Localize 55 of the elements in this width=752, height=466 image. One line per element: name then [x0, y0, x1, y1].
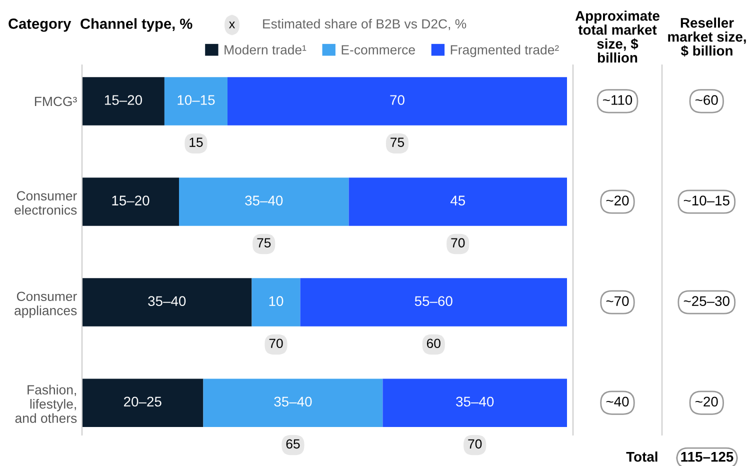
data-label: 10 — [269, 296, 284, 306]
legend-label: E-commerce — [342, 45, 415, 54]
annotation: 75 — [390, 138, 404, 147]
data-label: 20–25 — [124, 396, 162, 407]
bar — [252, 278, 300, 326]
annotation: 70 — [269, 338, 283, 348]
text: Approximate total market size, $ billion — [575, 10, 660, 63]
text: ~60 — [695, 95, 718, 105]
text: ~10–15 — [684, 196, 730, 206]
chart-title: Channel type, % — [80, 18, 192, 32]
y-tick-label: Fashion, lifestyle, and others — [15, 384, 77, 423]
annotation: 70 — [451, 238, 465, 248]
bar — [300, 278, 567, 326]
bar — [179, 178, 349, 226]
text: ~70 — [606, 296, 629, 306]
text: ~20 — [606, 196, 629, 206]
data-label: 35–40 — [456, 396, 494, 407]
y-axis-title: Category — [8, 18, 72, 32]
text: 70 — [468, 439, 482, 449]
text: Total — [626, 452, 658, 462]
bar — [82, 278, 252, 326]
bar — [203, 378, 383, 427]
annotation: 75 — [257, 238, 271, 248]
legend-label: Modern trade¹ — [224, 44, 306, 54]
data-label: 10–15 — [178, 95, 215, 105]
data-label: 70 — [390, 95, 404, 105]
data-label: 35–40 — [274, 396, 312, 407]
bar — [348, 178, 567, 226]
data-label: 15–20 — [104, 95, 142, 105]
text: ~25–30 — [684, 296, 730, 306]
text: ~40 — [606, 396, 629, 407]
bar — [382, 378, 567, 427]
data-label: 15–20 — [112, 196, 150, 206]
text: Estimated share of B2B vs D2C, % — [263, 18, 466, 30]
text: 65 — [286, 439, 300, 449]
text: x — [229, 22, 235, 28]
data-label: 35–40 — [245, 196, 283, 206]
text: ~110 — [602, 95, 632, 105]
data-label: 55–60 — [414, 296, 452, 306]
legend-label: Fragmented trade² — [450, 44, 559, 58]
annotation: 60 — [426, 338, 440, 348]
y-tick-label: Consumer electronics — [14, 191, 77, 215]
y-tick-label: FMCG³ — [34, 96, 77, 106]
text: 115–125 — [681, 452, 734, 462]
bar — [228, 77, 567, 126]
bar — [164, 77, 228, 126]
data-label: 45 — [450, 196, 466, 206]
text: ~20 — [695, 396, 718, 407]
data-label: 35–40 — [148, 296, 186, 306]
bar — [82, 77, 164, 126]
text: Reseller market size, $ billion — [668, 18, 746, 57]
y-tick-label: Consumer appliances — [14, 292, 77, 318]
bar — [82, 378, 204, 427]
bar — [82, 178, 179, 226]
annotation: 15 — [190, 138, 203, 147]
